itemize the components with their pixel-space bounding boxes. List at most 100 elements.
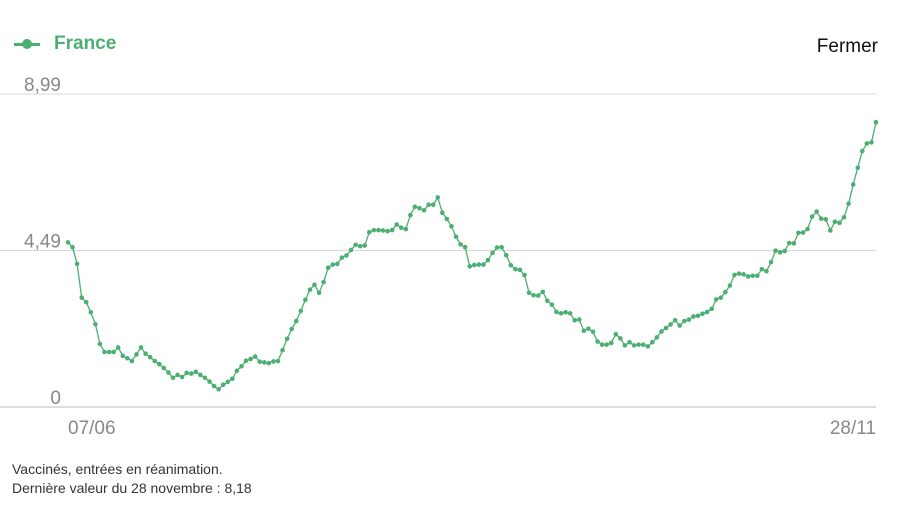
legend: France — [14, 30, 116, 58]
data-point — [736, 271, 742, 276]
data-point — [289, 326, 294, 332]
data-point — [818, 216, 824, 221]
data-point — [558, 311, 564, 316]
data-point — [330, 262, 336, 267]
data-point — [764, 268, 769, 274]
data-point — [850, 182, 856, 187]
data-point — [97, 341, 103, 347]
data-point — [211, 383, 217, 389]
data-point — [791, 241, 797, 246]
data-point — [344, 253, 349, 258]
data-point — [93, 321, 98, 327]
data-point — [408, 212, 413, 218]
data-point — [659, 329, 664, 334]
data-point — [353, 242, 358, 248]
data-point — [440, 210, 445, 216]
data-point — [462, 244, 468, 250]
data-point — [805, 226, 810, 232]
data-point — [275, 358, 281, 364]
data-point — [476, 262, 482, 267]
data-point — [266, 360, 272, 366]
data-point — [430, 202, 436, 208]
data-point — [777, 250, 783, 255]
data-point — [499, 244, 504, 250]
data-point — [234, 368, 240, 374]
line-chart: 0 4,49 8,99 07/06 28/11 — [0, 75, 879, 439]
data-point — [115, 345, 121, 350]
data-point — [102, 349, 107, 355]
data-point — [207, 379, 212, 384]
data-point — [545, 298, 550, 304]
data-point — [581, 328, 587, 334]
data-point — [768, 259, 774, 265]
data-point — [385, 228, 390, 234]
data-point — [732, 272, 737, 278]
data-point — [691, 314, 696, 319]
data-point — [166, 370, 171, 375]
data-point — [864, 141, 870, 146]
caption-line-1: Vaccinés, entrées en réanimation. — [12, 461, 223, 477]
data-point — [239, 363, 244, 369]
data-point — [741, 272, 746, 277]
data-point — [841, 214, 847, 220]
legend-label: France — [54, 33, 117, 54]
data-point — [156, 361, 162, 367]
data-point — [202, 375, 208, 381]
data-point — [293, 318, 299, 324]
data-point — [83, 299, 89, 305]
data-point — [576, 317, 582, 322]
data-point — [371, 227, 377, 233]
data-point — [403, 226, 409, 232]
data-point — [700, 311, 705, 316]
data-point — [704, 309, 710, 315]
y-tick-label: 8,99 — [24, 75, 61, 96]
data-point — [668, 322, 673, 327]
data-point — [590, 329, 596, 335]
data-point — [540, 289, 546, 295]
data-point — [755, 273, 760, 279]
data-point — [357, 243, 363, 249]
data-point — [389, 227, 395, 233]
data-point — [718, 295, 724, 300]
data-point — [252, 354, 258, 359]
data-point — [74, 261, 80, 267]
data-point — [471, 262, 477, 268]
data-point — [230, 376, 235, 382]
data-point — [179, 374, 185, 380]
data-point — [563, 309, 568, 315]
data-point — [120, 353, 126, 359]
data-point — [727, 283, 733, 288]
data-point — [335, 261, 340, 267]
data-point — [631, 343, 637, 348]
data-point — [681, 318, 687, 324]
data-point — [298, 308, 304, 314]
y-tick-label: 0 — [50, 388, 61, 409]
data-point — [723, 289, 728, 295]
data-point — [248, 356, 253, 362]
data-point — [773, 248, 778, 253]
data-point — [243, 358, 249, 363]
data-point — [348, 247, 354, 253]
data-point — [823, 217, 829, 222]
data-point — [184, 370, 189, 376]
data-point — [458, 242, 463, 247]
data-point — [316, 290, 322, 296]
data-point — [709, 306, 714, 312]
data-point — [832, 219, 838, 225]
data-point — [837, 220, 842, 226]
data-point — [170, 375, 176, 381]
data-point — [860, 148, 865, 154]
close-button[interactable]: Fermer — [816, 36, 878, 57]
data-point — [627, 339, 632, 345]
data-point — [549, 302, 555, 307]
data-point — [417, 205, 422, 211]
data-point — [526, 290, 532, 296]
data-point — [362, 243, 368, 248]
caption-line-2: Dernière valeur du 28 novembre : 8,18 — [12, 480, 252, 496]
data-point — [188, 371, 194, 376]
data-point — [453, 234, 459, 240]
data-point — [303, 297, 308, 303]
data-point — [65, 240, 71, 245]
data-point — [220, 382, 226, 388]
data-point — [449, 224, 454, 229]
